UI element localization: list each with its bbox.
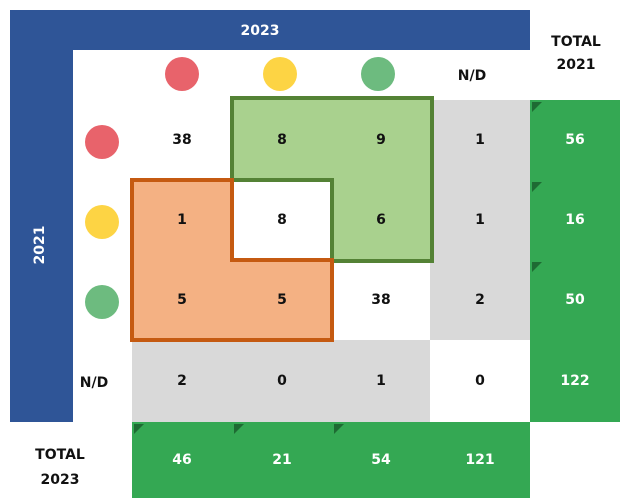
- cell-value: 9: [376, 132, 386, 148]
- cell-value: 38: [172, 132, 191, 148]
- top-header-bar: [10, 10, 530, 50]
- cell-value: 1: [475, 132, 485, 148]
- cell-value: 5: [277, 292, 287, 308]
- column-total: 46: [172, 452, 191, 468]
- corner-marker: [334, 424, 344, 434]
- total-cell: [530, 260, 620, 340]
- cell-background: [430, 180, 530, 260]
- yellow-circle: [263, 57, 297, 91]
- side-header-bar: [10, 10, 73, 422]
- total-row-header: 2023: [41, 472, 80, 488]
- corner-marker: [532, 262, 542, 272]
- cell-value: 6: [376, 212, 386, 228]
- red-circle: [85, 125, 119, 159]
- corner-marker: [532, 182, 542, 192]
- red-circle: [165, 57, 199, 91]
- cell-value: 38: [371, 292, 390, 308]
- total-row-header: TOTAL: [35, 447, 85, 463]
- corner-marker: [234, 424, 244, 434]
- cell-value: 1: [376, 373, 386, 389]
- yellow-circle: [85, 205, 119, 239]
- corner-marker: [134, 424, 144, 434]
- cell-background: [232, 180, 332, 260]
- cell-value: 1: [475, 212, 485, 228]
- cell-background: [430, 100, 530, 180]
- side-header: 2021: [32, 226, 48, 265]
- row-total: 50: [565, 292, 585, 308]
- cell-background: [332, 180, 430, 260]
- cell-value: 8: [277, 212, 287, 228]
- cell-background: [430, 260, 530, 340]
- top-header: 2023: [241, 23, 280, 39]
- total-cell: [232, 422, 332, 498]
- total-column-header: TOTAL: [551, 34, 601, 50]
- total-cell: [430, 422, 530, 498]
- cell-background: [332, 260, 430, 340]
- cell-value: 1: [177, 212, 187, 228]
- backgrounds: [132, 100, 620, 498]
- orange-region-border: [130, 178, 334, 342]
- row-total: 56: [565, 132, 584, 148]
- cell-background: [232, 100, 332, 180]
- cell-background: [430, 340, 530, 422]
- cell-background: [132, 260, 232, 340]
- cell-value: 5: [177, 292, 187, 308]
- green-circle: [361, 57, 395, 91]
- cells: 38 8 9 1 1 8 6 1 5 5 38 2 2 0 1 0 56 16 50 122 46 21 54 121: [172, 132, 589, 468]
- column-total: 54: [371, 452, 391, 468]
- total-column-header: 2021: [557, 57, 596, 73]
- nd-column-header: N/D: [458, 68, 486, 84]
- nd-row-header: N/D: [80, 375, 108, 391]
- total-cell: [332, 422, 430, 498]
- cell-value: 0: [475, 373, 485, 389]
- total-cell: [530, 340, 620, 422]
- cell-value: 8: [277, 132, 287, 148]
- cell-background: [232, 260, 332, 340]
- total-cell: [530, 100, 620, 180]
- green-circle: [85, 285, 119, 319]
- cell-background: [232, 340, 332, 422]
- cell-background: [132, 180, 232, 260]
- cell-value: 2: [475, 292, 485, 308]
- total-cell: [132, 422, 232, 498]
- cell-background: [132, 100, 232, 180]
- row-total: 122: [560, 373, 589, 389]
- cell-background: [332, 100, 430, 180]
- total-cell: [530, 180, 620, 260]
- cell-value: 2: [177, 373, 187, 389]
- cell-background: [132, 340, 232, 422]
- column-total: 121: [465, 452, 494, 468]
- cell-background: [332, 340, 430, 422]
- column-total: 21: [272, 452, 291, 468]
- row-total: 16: [565, 212, 584, 228]
- corner-marker: [532, 102, 542, 112]
- cell-value: 0: [277, 373, 287, 389]
